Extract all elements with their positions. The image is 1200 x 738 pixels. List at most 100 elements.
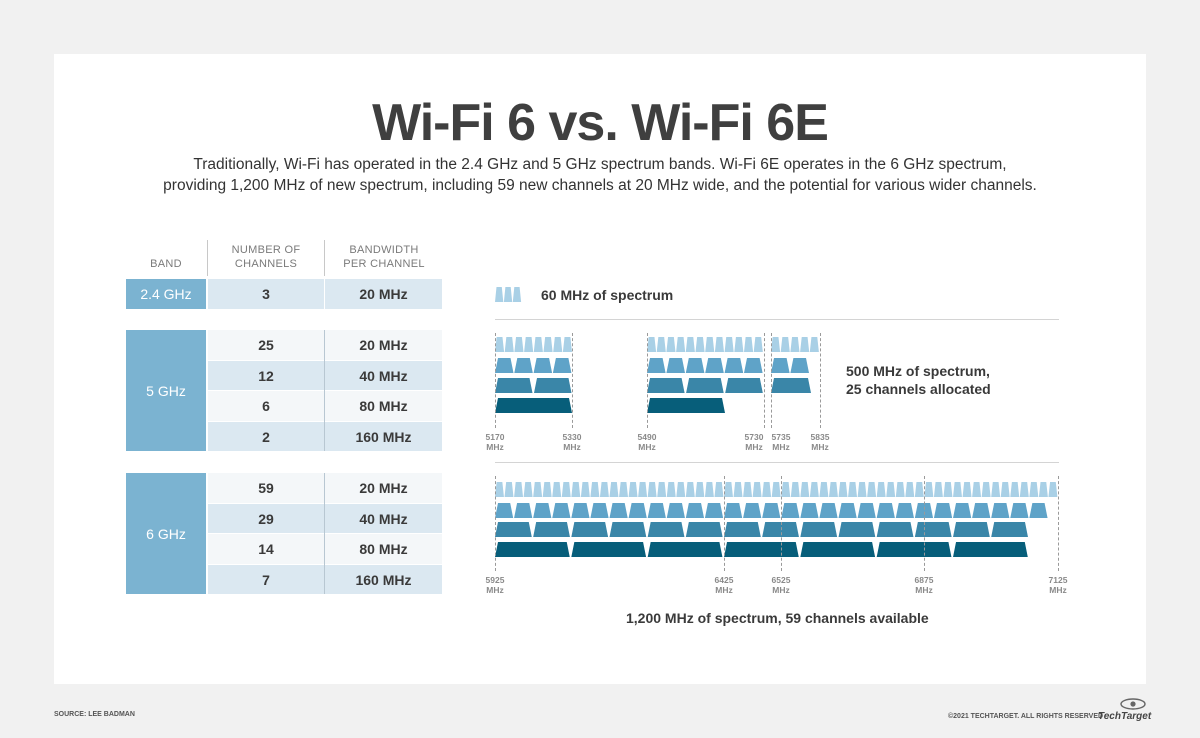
channel-20mhz xyxy=(790,482,800,497)
channel-20mhz xyxy=(495,287,504,302)
channel-20mhz xyxy=(542,482,552,497)
subtitle-line-1: Traditionally, Wi-Fi has operated in the… xyxy=(193,156,1007,173)
channels-cell: 29 xyxy=(208,504,324,533)
channel-40mhz xyxy=(781,503,800,518)
channel-20mhz xyxy=(657,482,667,497)
channel-80mhz xyxy=(991,522,1028,537)
channel-40mhz xyxy=(685,358,705,373)
channel-20mhz xyxy=(895,482,905,497)
channel-40mhz xyxy=(972,503,991,518)
channel-20mhz xyxy=(552,482,562,497)
page-title: Wi-Fi 6 vs. Wi-Fi 6E xyxy=(372,94,829,152)
channel-20mhz xyxy=(819,482,829,497)
channel-80mhz xyxy=(725,378,763,393)
techtarget-logo: TechTarget xyxy=(1098,711,1152,722)
channel-20mhz xyxy=(533,482,543,497)
channel-20mhz xyxy=(561,482,571,497)
channel-40mhz xyxy=(800,503,819,518)
note-5ghz: 500 MHz of spectrum, 25 channels allocat… xyxy=(846,362,991,398)
channel-20mhz xyxy=(666,337,676,352)
channel-160mhz xyxy=(495,542,570,557)
section-divider xyxy=(495,319,1059,320)
bandwidth-cell: 40 MHz xyxy=(325,504,442,533)
channel-160mhz xyxy=(495,398,572,413)
page-subtitle: Traditionally, Wi-Fi has operated in the… xyxy=(0,154,1200,196)
freq-label: 5735 MHz xyxy=(771,432,791,452)
note-6ghz: 1,200 MHz of spectrum, 59 channels avail… xyxy=(626,610,929,626)
freq-label: 7125 MHz xyxy=(1048,575,1068,595)
freq-marker-line xyxy=(781,476,782,571)
channel-20mhz xyxy=(1038,482,1048,497)
band-cell-6ghz: 6 GHz xyxy=(126,473,206,594)
channels-cell: 2 xyxy=(208,422,324,451)
channel-20mhz xyxy=(647,482,657,497)
channel-20mhz xyxy=(953,482,962,497)
channel-20mhz xyxy=(867,482,877,497)
channel-20mhz xyxy=(676,482,686,497)
channel-40mhz xyxy=(514,358,533,373)
channel-40mhz xyxy=(876,503,895,518)
freq-label: 6875 MHz xyxy=(914,575,934,595)
bandwidth-cell: 80 MHz xyxy=(325,534,442,564)
bandwidth-cell: 80 MHz xyxy=(325,391,442,421)
channel-80mhz xyxy=(534,378,572,393)
channel-20mhz xyxy=(991,482,1001,497)
section-divider xyxy=(495,462,1059,463)
channel-20mhz xyxy=(809,337,819,352)
channel-20mhz xyxy=(599,482,609,497)
freq-marker-line xyxy=(924,476,925,571)
channel-20mhz xyxy=(809,482,819,497)
channel-40mhz xyxy=(724,503,743,518)
channel-20mhz xyxy=(972,482,982,497)
channel-20mhz xyxy=(495,482,504,497)
band-cell-2-4ghz: 2.4 GHz xyxy=(126,279,206,309)
freq-marker-line xyxy=(495,476,496,571)
channel-20mhz xyxy=(743,482,753,497)
header-channels-line1: NUMBER OF xyxy=(231,244,301,256)
channel-40mhz xyxy=(838,503,857,518)
channels-cell: 59 xyxy=(208,473,324,503)
channel-20mhz xyxy=(562,337,572,352)
channel-160mhz xyxy=(647,542,723,557)
channel-160mhz xyxy=(647,398,725,413)
bandwidth-cell: 160 MHz xyxy=(325,565,442,594)
channel-20mhz xyxy=(638,482,648,497)
channel-20mhz xyxy=(714,337,724,352)
channel-80mhz xyxy=(876,522,914,537)
channel-20mhz xyxy=(752,482,762,497)
channel-40mhz xyxy=(1029,503,1048,518)
channel-20mhz xyxy=(762,482,772,497)
channel-80mhz xyxy=(571,522,609,537)
channel-40mhz xyxy=(666,358,685,373)
channel-20mhz xyxy=(524,337,534,352)
channel-20mhz xyxy=(656,337,666,352)
channels-cell: 7 xyxy=(208,565,324,594)
channel-20mhz xyxy=(1000,482,1010,497)
column-divider xyxy=(324,330,325,451)
channel-40mhz xyxy=(704,503,724,518)
channel-40mhz xyxy=(914,503,934,518)
channel-20mhz xyxy=(647,337,657,352)
freq-label: 5490 MHz xyxy=(637,432,657,452)
channel-20mhz xyxy=(857,482,867,497)
channel-20mhz xyxy=(543,337,553,352)
freq-label: 5730 MHz xyxy=(744,432,764,452)
bandwidth-cell: 20 MHz xyxy=(325,473,442,503)
channel-20mhz xyxy=(666,482,676,497)
subtitle-line-2: providing 1,200 MHz of new spectrum, inc… xyxy=(163,177,1037,194)
channel-20mhz xyxy=(734,337,744,352)
header-divider xyxy=(207,240,208,276)
freq-marker-line xyxy=(820,333,821,428)
bandwidth-cell: 160 MHz xyxy=(325,422,442,451)
channel-40mhz xyxy=(724,358,744,373)
channel-80mhz xyxy=(685,522,723,537)
channel-20mhz xyxy=(705,337,715,352)
freq-marker-line xyxy=(495,333,496,428)
channels-cell: 25 xyxy=(208,330,324,360)
channel-20mhz xyxy=(724,482,733,497)
channel-20mhz xyxy=(771,482,781,497)
channel-20mhz xyxy=(685,337,695,352)
channel-20mhz xyxy=(523,482,533,497)
channel-80mhz xyxy=(686,378,724,393)
